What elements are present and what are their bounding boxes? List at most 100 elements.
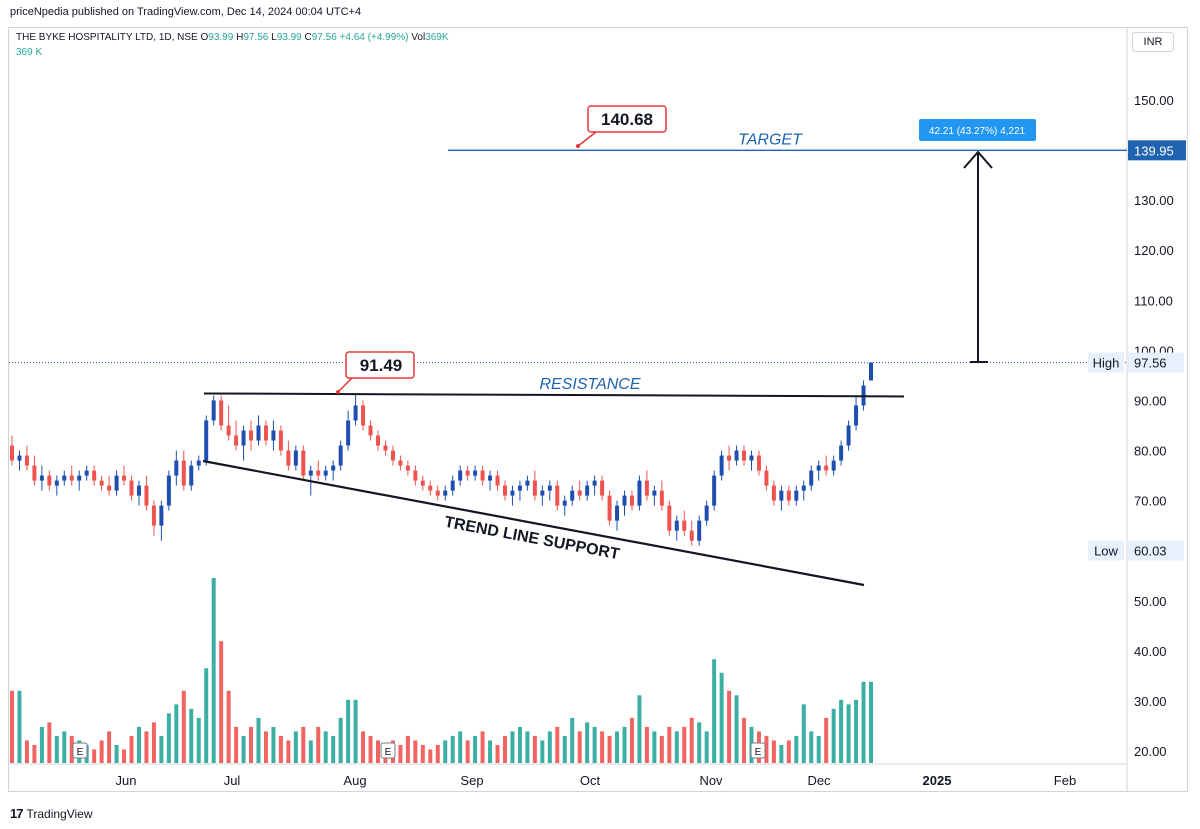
candle-body: [704, 505, 709, 521]
candle-body: [271, 430, 276, 441]
candle-body: [450, 480, 455, 491]
volume-bar: [181, 690, 186, 763]
candle-body: [667, 505, 672, 531]
candle-body: [383, 445, 388, 451]
x-tick-label: Jun: [116, 773, 137, 788]
high-label: H: [236, 32, 244, 43]
currency-selector[interactable]: INR: [1132, 32, 1174, 52]
volume-bar: [525, 731, 530, 763]
volume-bar: [727, 690, 732, 763]
target-label: TARGET: [738, 131, 803, 148]
candle-body: [742, 450, 747, 461]
volume-bar: [293, 731, 298, 763]
candle-body: [256, 425, 261, 441]
candle-body: [189, 465, 194, 486]
volume-bar: [734, 695, 739, 763]
candle-body: [390, 450, 395, 461]
x-tick-label: Sep: [460, 773, 483, 788]
candle-body: [249, 430, 254, 441]
volume-bar: [189, 708, 194, 763]
symbol-legend: THE BYKE HOSPITALITY LTD, 1D, NSE O93.99…: [16, 32, 449, 43]
volume-bar: [644, 726, 649, 763]
candle-body: [525, 480, 530, 486]
volume-bar: [428, 749, 433, 763]
candle-body: [839, 445, 844, 461]
resistance-line: [203, 392, 905, 398]
candle-body: [712, 475, 717, 506]
candle-body: [771, 485, 776, 501]
candle-body: [719, 455, 724, 476]
volume-bar: [17, 690, 22, 763]
volume-bar: [234, 726, 239, 763]
volume-bar: [532, 735, 537, 763]
y-tick-label: 90.00: [1134, 393, 1167, 408]
volume-bar: [629, 717, 634, 763]
candle-body: [629, 495, 634, 506]
candle-body: [122, 475, 127, 481]
y-tick-label: 130.00: [1134, 193, 1174, 208]
price-chart[interactable]: 150.00140.00130.00120.00110.00100.0090.0…: [0, 0, 1200, 800]
candle-body: [114, 475, 119, 491]
volume-bar: [107, 731, 112, 763]
volume-bar: [473, 735, 478, 763]
volume-bar: [346, 699, 351, 763]
candle-body: [376, 435, 381, 446]
volume-bar: [62, 731, 67, 763]
target-callout-value: 140.68: [601, 110, 653, 129]
volume-bar: [226, 690, 231, 763]
volume-bar: [786, 740, 791, 763]
high-value: 97.56: [243, 32, 269, 43]
candle-body: [682, 520, 687, 531]
candle-body: [615, 505, 620, 521]
open-label: O: [200, 32, 209, 43]
candle-body: [278, 430, 283, 451]
close-value: 97.56: [311, 32, 337, 43]
candle-body: [323, 470, 328, 476]
volume-bar: [600, 731, 605, 763]
price-tag-value-bg: [1128, 540, 1184, 561]
candle-body: [727, 455, 732, 461]
candle-body: [308, 470, 313, 476]
candle-body: [77, 475, 82, 481]
candle-body: [547, 485, 552, 491]
candle-body: [136, 485, 141, 496]
candle-body: [734, 450, 739, 461]
y-tick-label: 30.00: [1134, 694, 1167, 709]
candle-body: [234, 435, 239, 446]
volume-bar: [450, 735, 455, 763]
candle-body: [331, 465, 336, 471]
volume-bar: [585, 722, 590, 763]
volume-bar: [196, 717, 201, 763]
volume-bar: [794, 735, 799, 763]
volume-bar: [816, 735, 821, 763]
volume-bar: [480, 731, 485, 763]
candle-body: [368, 425, 373, 436]
volume-bar: [136, 726, 141, 763]
trend-support-label: TREND LINE SUPPORT: [443, 514, 621, 563]
chart-frame: [8, 27, 1188, 792]
target-callout-dot: [576, 144, 580, 148]
volume-wrap-value: 369 K: [16, 47, 43, 58]
candle-body: [824, 465, 829, 471]
volume-bar: [47, 722, 52, 763]
volume-bar: [682, 726, 687, 763]
candle-body: [353, 405, 358, 421]
volume-bar: [219, 641, 224, 763]
volume-bar: [689, 717, 694, 763]
candle-body: [577, 490, 582, 496]
volume-bar: [338, 717, 343, 763]
volume-bar: [577, 731, 582, 763]
candle-body: [495, 475, 500, 486]
volume-bar: [652, 731, 657, 763]
candle-body: [24, 455, 29, 466]
volume-bar: [166, 713, 171, 763]
volume-bar: [809, 731, 814, 763]
volume-bar: [502, 735, 507, 763]
low-value: 93.99: [276, 32, 302, 43]
volume-bar: [742, 717, 747, 763]
volume-bar: [801, 704, 806, 763]
candle-body: [592, 480, 597, 486]
candle-body: [749, 455, 754, 461]
volume-bar: [443, 740, 448, 763]
volume-bar: [271, 726, 276, 763]
